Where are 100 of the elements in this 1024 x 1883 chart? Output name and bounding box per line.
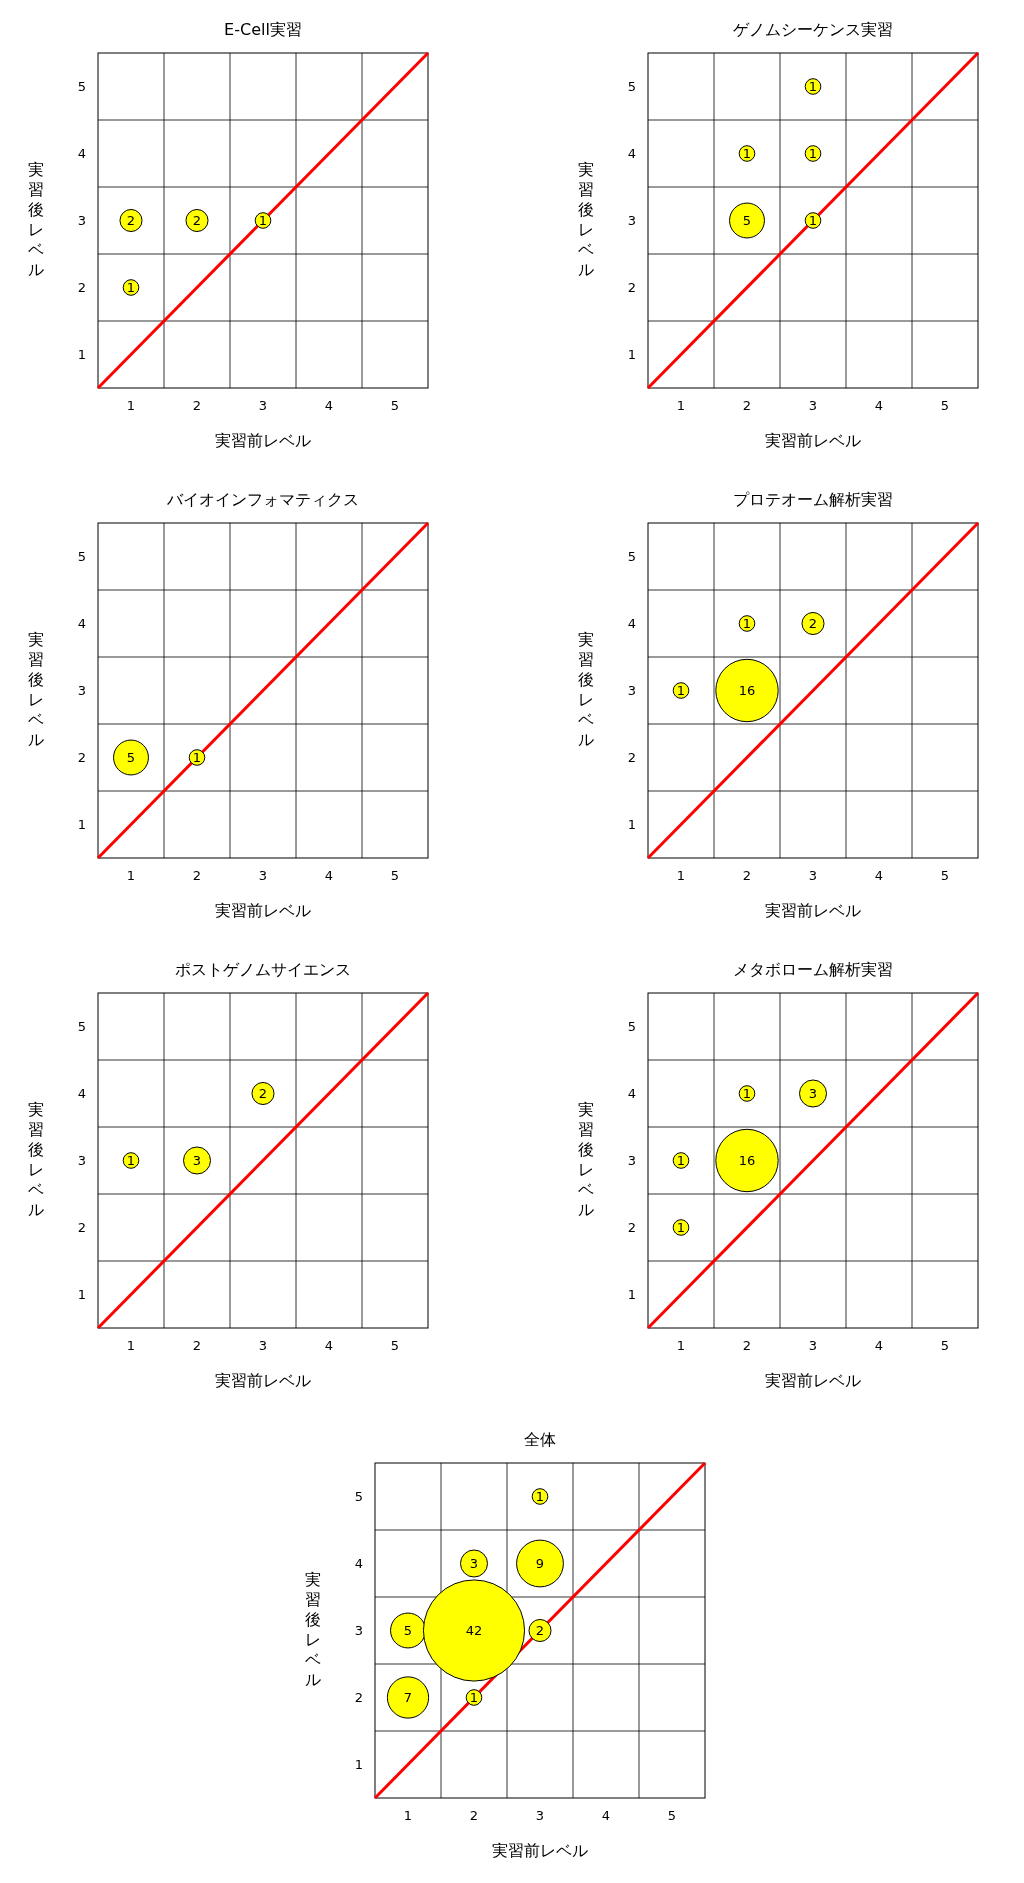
y-tick-label: 1 bbox=[627, 817, 636, 833]
y-tick-label: 5 bbox=[627, 549, 636, 565]
y-tick-label: 1 bbox=[77, 347, 86, 363]
data-label: 1 bbox=[192, 750, 202, 766]
x-tick-label: 4 bbox=[874, 1338, 884, 1353]
y-axis-title: 実習後レベル bbox=[28, 1099, 44, 1219]
data-label: 1 bbox=[676, 1153, 686, 1169]
chart-title: バイオインフォマティクス bbox=[166, 490, 359, 509]
y-tick-label: 5 bbox=[77, 79, 86, 95]
data-label: 9 bbox=[535, 1556, 545, 1572]
y-tick-label: 4 bbox=[354, 1556, 363, 1572]
x-axis-title: 実習前レベル bbox=[765, 901, 861, 920]
y-tick-label: 1 bbox=[627, 347, 636, 363]
y-tick-label: 2 bbox=[77, 1220, 86, 1236]
data-label: 2 bbox=[258, 1086, 268, 1102]
y-tick-label: 3 bbox=[627, 683, 636, 699]
x-tick-label: 5 bbox=[940, 398, 950, 413]
chart-title: メタボローム解析実習 bbox=[733, 960, 893, 979]
data-label: 1 bbox=[676, 683, 686, 699]
y-tick-label: 5 bbox=[77, 549, 86, 565]
x-tick-label: 4 bbox=[324, 398, 334, 413]
x-tick-label: 1 bbox=[126, 1338, 136, 1353]
y-tick-label: 5 bbox=[354, 1489, 363, 1505]
data-label: 7 bbox=[403, 1690, 413, 1706]
x-tick-label: 2 bbox=[742, 398, 752, 413]
y-tick-label: 3 bbox=[77, 1153, 86, 1169]
x-tick-label: 2 bbox=[469, 1808, 479, 1823]
x-tick-label: 4 bbox=[874, 868, 884, 883]
x-tick-label: 1 bbox=[126, 868, 136, 883]
x-tick-label: 5 bbox=[940, 1338, 950, 1353]
data-label: 3 bbox=[192, 1153, 202, 1169]
data-label: 42 bbox=[465, 1623, 483, 1639]
chart-title: ゲノムシーケンス実習 bbox=[733, 20, 893, 39]
y-axis-title: 実習後レベル bbox=[28, 629, 44, 749]
x-tick-label: 2 bbox=[742, 868, 752, 883]
y-tick-label: 2 bbox=[627, 1220, 636, 1236]
x-axis-title: 実習前レベル bbox=[215, 901, 311, 920]
x-tick-label: 3 bbox=[808, 398, 818, 413]
chart-title: E-Cell実習 bbox=[224, 20, 302, 39]
x-tick-label: 3 bbox=[258, 1338, 268, 1353]
x-tick-label: 4 bbox=[601, 1808, 611, 1823]
y-axis-title: 実習後レベル bbox=[578, 629, 594, 749]
y-tick-label: 2 bbox=[627, 750, 636, 766]
y-axis-title: 実習後レベル bbox=[578, 159, 594, 279]
x-tick-label: 1 bbox=[676, 868, 686, 883]
data-label: 2 bbox=[126, 213, 136, 229]
data-label: 1 bbox=[469, 1690, 479, 1706]
x-tick-label: 1 bbox=[676, 1338, 686, 1353]
x-tick-label: 5 bbox=[390, 868, 400, 883]
y-tick-label: 2 bbox=[354, 1690, 363, 1706]
y-tick-label: 2 bbox=[77, 280, 86, 296]
y-tick-label: 4 bbox=[627, 146, 636, 162]
x-tick-label: 3 bbox=[535, 1808, 545, 1823]
x-tick-label: 5 bbox=[667, 1808, 677, 1823]
x-tick-label: 2 bbox=[192, 1338, 202, 1353]
y-tick-label: 2 bbox=[77, 750, 86, 766]
data-label: 1 bbox=[808, 213, 818, 229]
data-label: 1 bbox=[258, 213, 268, 229]
data-label: 5 bbox=[403, 1623, 413, 1639]
data-label: 1 bbox=[676, 1220, 686, 1236]
y-tick-label: 4 bbox=[627, 616, 636, 632]
data-label: 1 bbox=[535, 1489, 545, 1505]
x-tick-label: 1 bbox=[676, 398, 686, 413]
data-label: 2 bbox=[808, 616, 818, 632]
x-tick-label: 2 bbox=[192, 398, 202, 413]
y-tick-label: 2 bbox=[627, 280, 636, 296]
data-label: 1 bbox=[808, 79, 818, 95]
chart-title: ポストゲノムサイエンス bbox=[175, 960, 351, 979]
y-tick-label: 1 bbox=[77, 1287, 86, 1303]
data-label: 3 bbox=[808, 1086, 818, 1102]
y-axis-title: 実習後レベル bbox=[305, 1569, 321, 1689]
x-tick-label: 3 bbox=[258, 398, 268, 413]
x-axis-title: 実習前レベル bbox=[215, 1371, 311, 1390]
data-label: 1 bbox=[126, 280, 136, 296]
y-tick-label: 1 bbox=[77, 817, 86, 833]
data-label: 1 bbox=[742, 1086, 752, 1102]
data-label: 2 bbox=[535, 1623, 545, 1639]
y-tick-label: 4 bbox=[77, 616, 86, 632]
y-tick-label: 5 bbox=[627, 79, 636, 95]
y-tick-label: 4 bbox=[77, 146, 86, 162]
y-tick-label: 3 bbox=[627, 213, 636, 229]
x-tick-label: 4 bbox=[324, 1338, 334, 1353]
x-tick-label: 5 bbox=[390, 1338, 400, 1353]
x-tick-label: 3 bbox=[808, 1338, 818, 1353]
x-tick-label: 3 bbox=[258, 868, 268, 883]
x-tick-label: 5 bbox=[940, 868, 950, 883]
data-label: 5 bbox=[126, 750, 136, 766]
data-label: 3 bbox=[469, 1556, 479, 1572]
x-tick-label: 4 bbox=[324, 868, 334, 883]
y-tick-label: 3 bbox=[77, 683, 86, 699]
data-label: 5 bbox=[742, 213, 752, 229]
y-tick-label: 1 bbox=[354, 1757, 363, 1773]
data-label: 1 bbox=[126, 1153, 136, 1169]
data-label: 16 bbox=[738, 1153, 756, 1169]
x-tick-label: 1 bbox=[126, 398, 136, 413]
x-axis-title: 実習前レベル bbox=[765, 431, 861, 450]
y-tick-label: 3 bbox=[77, 213, 86, 229]
y-tick-label: 4 bbox=[77, 1086, 86, 1102]
y-tick-label: 3 bbox=[354, 1623, 363, 1639]
x-tick-label: 1 bbox=[403, 1808, 413, 1823]
